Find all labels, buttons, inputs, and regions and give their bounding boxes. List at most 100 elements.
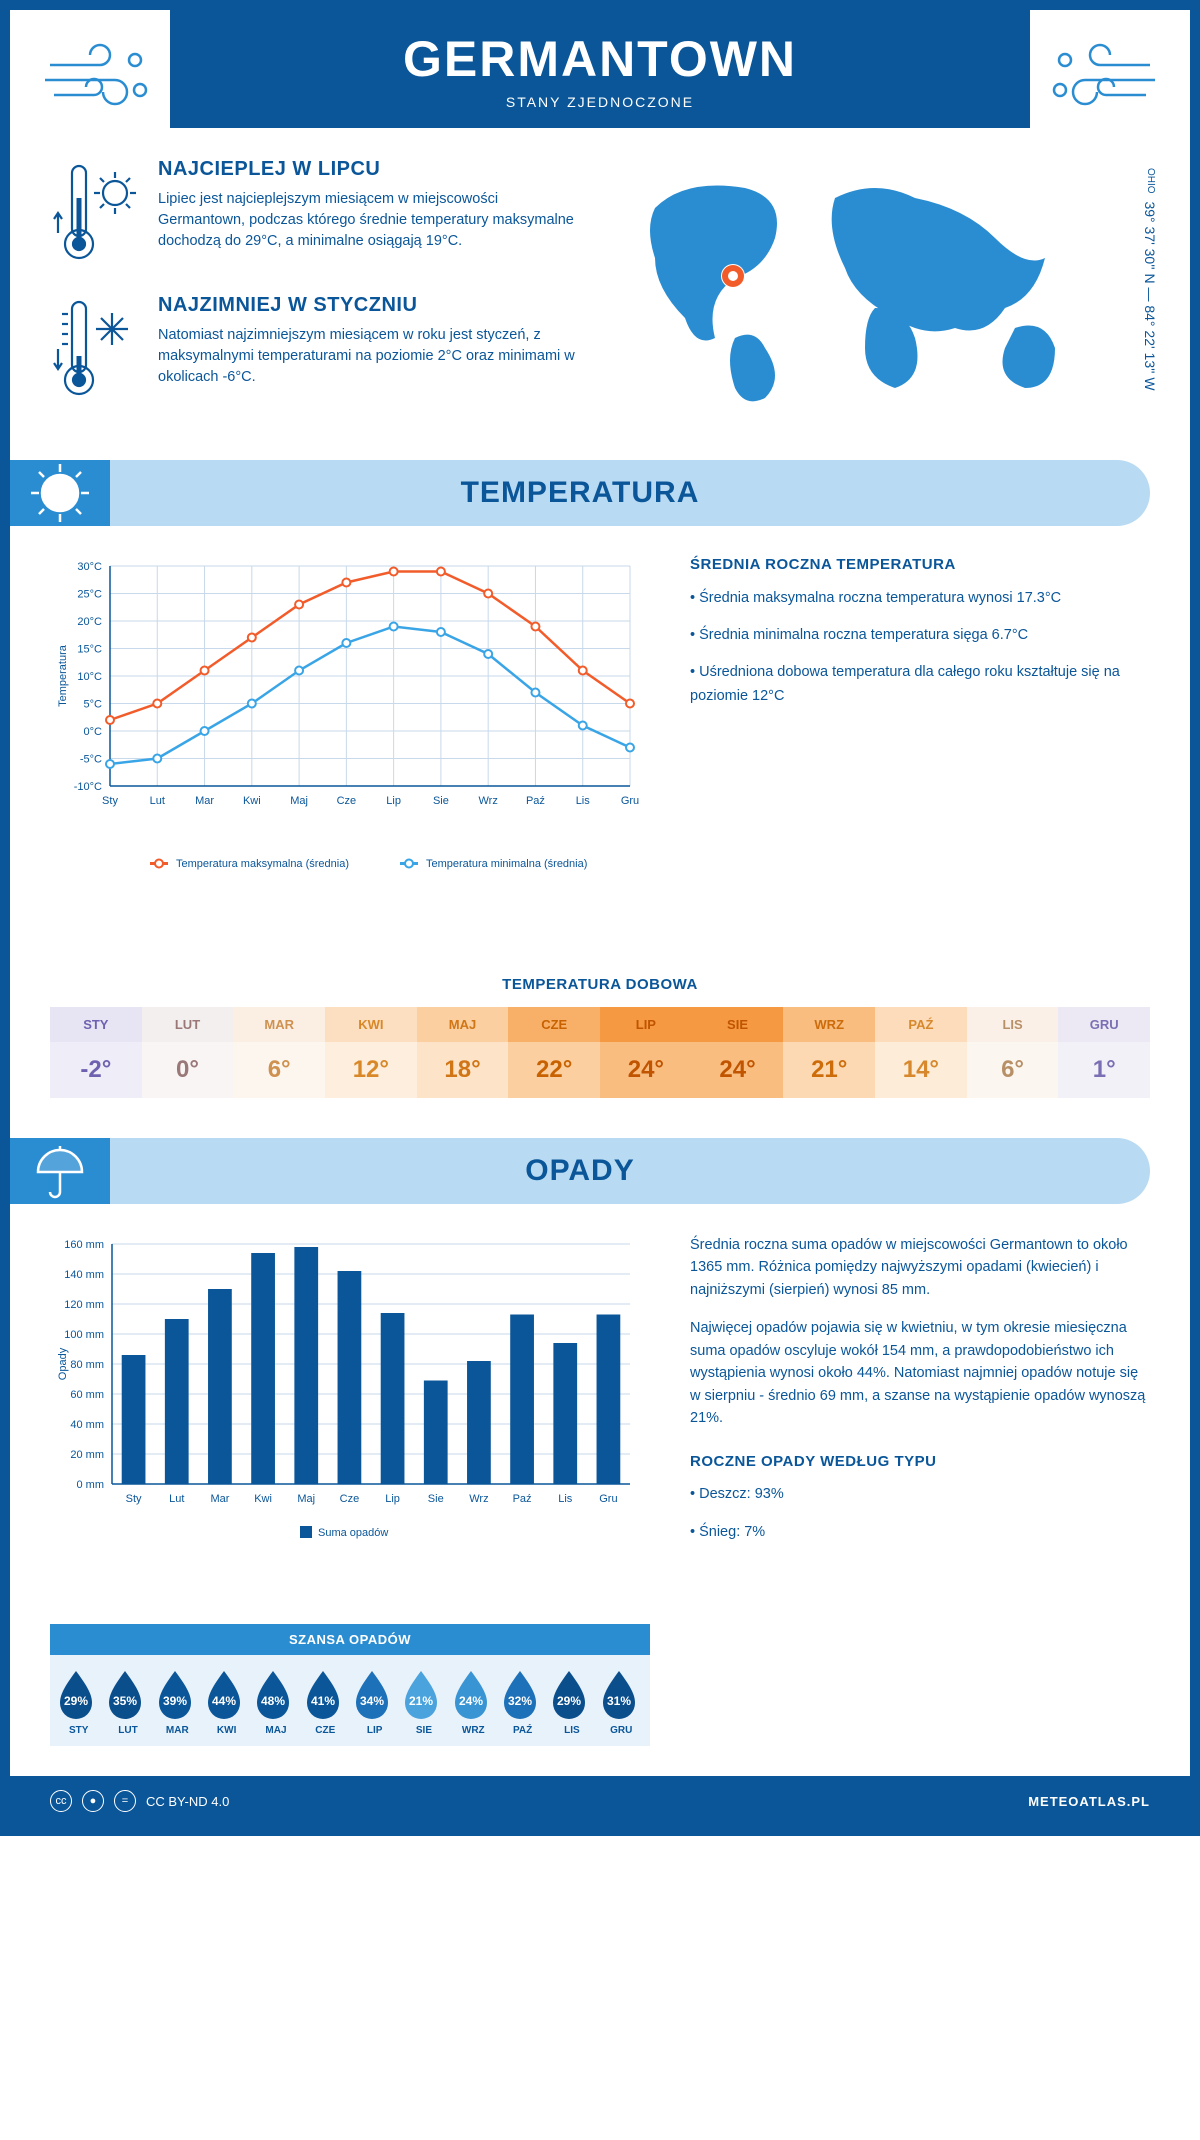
chance-cell: 48% MAJ: [251, 1667, 300, 1736]
chance-cell: 41% CZE: [301, 1667, 350, 1736]
svg-text:60 mm: 60 mm: [70, 1389, 104, 1401]
daily-cell: SIE 24°: [692, 1007, 784, 1098]
svg-text:Lis: Lis: [558, 1493, 573, 1505]
svg-text:Lip: Lip: [385, 1493, 400, 1505]
cold-block: NAJZIMNIEJ W STYCZNIU Natomiast najzimni…: [50, 294, 585, 404]
temperature-chart: -10°C-5°C0°C5°C10°C15°C20°C25°C30°CStyLu…: [50, 556, 650, 936]
svg-text:140 mm: 140 mm: [64, 1269, 104, 1281]
cold-title: NAJZIMNIEJ W STYCZNIU: [158, 294, 585, 317]
precipitation-chart: 0 mm20 mm40 mm60 mm80 mm100 mm120 mm140 …: [50, 1234, 650, 1604]
svg-text:Sie: Sie: [433, 795, 449, 807]
svg-text:25°C: 25°C: [77, 589, 102, 601]
svg-text:Opady: Opady: [57, 1347, 69, 1380]
svg-text:40 mm: 40 mm: [70, 1419, 104, 1431]
hot-title: NAJCIEPLEJ W LIPCU: [158, 158, 585, 181]
world-map-icon: [615, 158, 1095, 418]
svg-text:30°C: 30°C: [77, 561, 102, 573]
precipitation-left: 0 mm20 mm40 mm60 mm80 mm100 mm120 mm140 …: [50, 1234, 650, 1746]
chance-cell: 34% LIP: [350, 1667, 399, 1736]
precipitation-section-header: OPADY: [10, 1138, 1150, 1204]
daily-cell: LIP 24°: [600, 1007, 692, 1098]
svg-text:35%: 35%: [113, 1694, 137, 1708]
wind-icon: [40, 40, 160, 120]
svg-text:39%: 39%: [163, 1694, 187, 1708]
umbrella-icon: [10, 1138, 110, 1204]
map-area: OHIO 39° 37' 30'' N — 84° 22' 13'' W: [615, 158, 1150, 430]
svg-text:31%: 31%: [607, 1694, 631, 1708]
svg-text:Paź: Paź: [513, 1493, 532, 1505]
svg-text:Wrz: Wrz: [469, 1493, 488, 1505]
svg-text:29%: 29%: [557, 1694, 581, 1708]
daily-cell: GRU 1°: [1058, 1007, 1150, 1098]
svg-text:Suma opadów: Suma opadów: [318, 1527, 388, 1539]
chance-title: SZANSA OPADÓW: [50, 1624, 650, 1655]
svg-text:80 mm: 80 mm: [70, 1359, 104, 1371]
chance-cell: 29% STY: [54, 1667, 103, 1736]
svg-text:Cze: Cze: [337, 795, 357, 807]
daily-cell: KWI 12°: [325, 1007, 417, 1098]
thermometer-hot-icon: [50, 158, 140, 268]
title-banner: GERMANTOWN STANY ZJEDNOCZONE: [170, 10, 1030, 128]
svg-text:Lis: Lis: [576, 795, 591, 807]
temperature-info: ŚREDNIA ROCZNA TEMPERATURA • Średnia mak…: [690, 556, 1150, 936]
temp-info-2: • Średnia minimalna roczna temperatura s…: [690, 624, 1150, 647]
coords-value: 39° 37' 30'' N — 84° 22' 13'' W: [1142, 201, 1158, 390]
svg-text:Cze: Cze: [340, 1493, 360, 1505]
svg-text:100 mm: 100 mm: [64, 1329, 104, 1341]
svg-text:15°C: 15°C: [77, 644, 102, 656]
svg-text:Temperatura minimalna (średnia: Temperatura minimalna (średnia): [426, 858, 587, 870]
svg-text:44%: 44%: [212, 1694, 236, 1708]
svg-text:32%: 32%: [508, 1694, 532, 1708]
temp-info-3: • Uśredniona dobowa temperatura dla całe…: [690, 661, 1150, 707]
svg-text:41%: 41%: [311, 1694, 335, 1708]
temperature-title: TEMPERATURA: [10, 476, 1150, 510]
svg-text:Mar: Mar: [195, 795, 214, 807]
daily-cell: MAR 6°: [233, 1007, 325, 1098]
svg-text:Sty: Sty: [126, 1493, 142, 1505]
chance-cell: 39% MAR: [153, 1667, 202, 1736]
state-label: OHIO: [1145, 168, 1156, 194]
svg-text:Temperatura: Temperatura: [57, 644, 69, 707]
wind-icon: [1040, 40, 1160, 120]
svg-text:Lut: Lut: [150, 795, 165, 807]
precipitation-info: Średnia roczna suma opadów w miejscowośc…: [690, 1234, 1150, 1746]
svg-text:Mar: Mar: [210, 1493, 229, 1505]
footer: cc ● = CC BY-ND 4.0 METEOATLAS.PL: [10, 1776, 1190, 1826]
precip-p1: Średnia roczna suma opadów w miejscowośc…: [690, 1234, 1150, 1301]
daily-cell: CZE 22°: [508, 1007, 600, 1098]
daily-temp-title: TEMPERATURA DOBOWA: [10, 976, 1190, 993]
city-title: GERMANTOWN: [170, 30, 1030, 88]
coordinates: OHIO 39° 37' 30'' N — 84° 22' 13'' W: [1142, 168, 1158, 391]
svg-text:10°C: 10°C: [77, 671, 102, 683]
hot-block: NAJCIEPLEJ W LIPCU Lipiec jest najcieple…: [50, 158, 585, 268]
precipitation-title: OPADY: [10, 1154, 1150, 1188]
precip-p2: Najwięcej opadów pojawia się w kwietniu,…: [690, 1317, 1150, 1429]
chance-cell: 44% KWI: [202, 1667, 251, 1736]
chance-cell: 24% WRZ: [449, 1667, 498, 1736]
infographic-frame: GERMANTOWN STANY ZJEDNOCZONE NAJCIEPLEJ …: [0, 0, 1200, 1836]
svg-text:120 mm: 120 mm: [64, 1299, 104, 1311]
svg-text:-5°C: -5°C: [80, 754, 102, 766]
svg-text:160 mm: 160 mm: [64, 1239, 104, 1251]
header-wrap: GERMANTOWN STANY ZJEDNOCZONE: [10, 10, 1190, 128]
precip-type-title: ROCZNE OPADY WEDŁUG TYPU: [690, 1450, 1150, 1473]
svg-text:Maj: Maj: [297, 1493, 315, 1505]
svg-text:Kwi: Kwi: [254, 1493, 272, 1505]
svg-text:21%: 21%: [409, 1694, 433, 1708]
daily-cell: MAJ 18°: [417, 1007, 509, 1098]
svg-text:24%: 24%: [459, 1694, 483, 1708]
daily-cell: PAŹ 14°: [875, 1007, 967, 1098]
intro-row: NAJCIEPLEJ W LIPCU Lipiec jest najcieple…: [10, 158, 1190, 460]
license-text: CC BY-ND 4.0: [146, 1794, 229, 1809]
country-subtitle: STANY ZJEDNOCZONE: [170, 94, 1030, 110]
svg-text:29%: 29%: [64, 1694, 88, 1708]
chance-cell: 29% LIS: [547, 1667, 596, 1736]
hot-text: Lipiec jest najcieplejszym miesiącem w m…: [158, 189, 585, 252]
daily-cell: LIS 6°: [967, 1007, 1059, 1098]
chance-cell: 21% SIE: [399, 1667, 448, 1736]
temp-info-title: ŚREDNIA ROCZNA TEMPERATURA: [690, 556, 1150, 573]
thermometer-cold-icon: [50, 294, 140, 404]
temp-info-1: • Średnia maksymalna roczna temperatura …: [690, 587, 1150, 610]
svg-text:Gru: Gru: [621, 795, 639, 807]
svg-text:20°C: 20°C: [77, 616, 102, 628]
